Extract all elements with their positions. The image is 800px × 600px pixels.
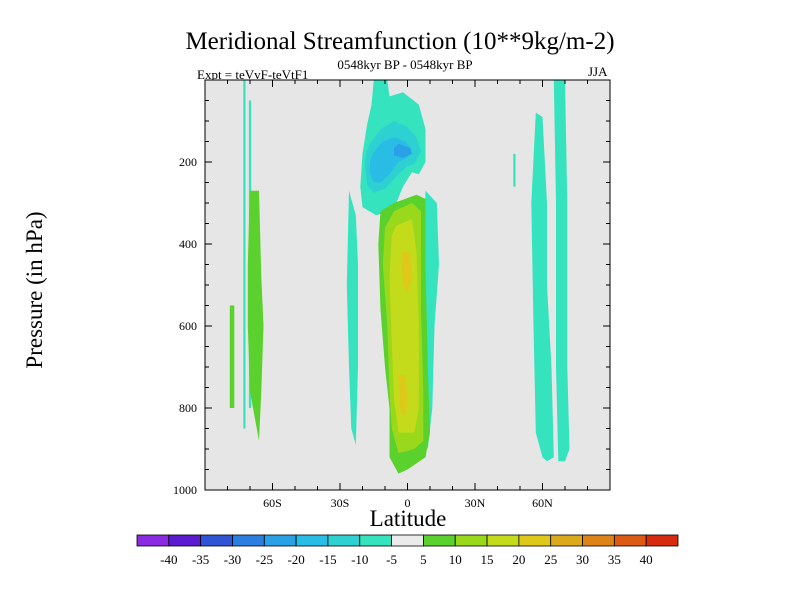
colorbar-label: -5 [386,552,397,567]
colorbar-swatch [391,534,424,547]
colorbar-label: -20 [287,552,304,567]
colorbar-swatch [232,534,265,547]
colorbar-label: -30 [224,552,241,567]
colorbar-label: -35 [192,552,209,567]
colorbar-swatch [295,534,329,547]
colorbar-label: 5 [420,552,427,567]
colorbar: -40 -35 -30 -25 -20 -15 -10 -5 5 10 15 20 25 30 35 40 [136,534,679,567]
x-axis-label: Latitude [369,506,447,531]
colorbar-swatch [200,534,233,547]
x-tick-label: 30S [331,496,350,510]
colorbar-swatch [486,534,520,547]
contour-region-negative-1 [243,80,246,429]
colorbar-swatch [582,534,615,547]
colorbar-swatch [359,534,392,547]
experiment-label: Expt = teVvF-teVtF1 [197,67,309,82]
colorbar-swatch [645,534,679,547]
colorbar-label: -15 [319,552,336,567]
y-tick-label: 800 [179,401,197,415]
colorbar-label: 35 [608,552,621,567]
contour-region-negative-8 [394,143,412,158]
x-tick-label: 0 [405,496,411,510]
contour-region-positive-3 [247,190,264,441]
contour-region-positive-13 [400,252,412,294]
colorbar-swatch [168,534,202,547]
colorbar-label: 40 [640,552,653,567]
colorbar-label: 30 [576,552,589,567]
contour-layer [229,80,570,474]
colorbar-swatch [263,534,297,547]
contour-region-positive-0 [229,305,235,408]
colorbar-swatch [327,534,361,547]
x-tick-label: 60S [263,496,282,510]
colorbar-label: -10 [351,552,368,567]
colorbar-swatch [518,534,552,547]
chart-title: Meridional Streamfunction (10**9kg/m-2) [185,28,615,55]
y-tick-label: 200 [179,155,197,169]
chart-subtitle: 0548kyr BP - 0548kyr BP [337,57,473,72]
colorbar-swatch [454,534,488,547]
contour-region-negative-15 [513,153,516,187]
colorbar-swatch [423,534,456,547]
contour-region-negative-4 [346,190,358,445]
colorbar-label: 25 [544,552,557,567]
colorbar-swatch [613,534,647,547]
colorbar-label: 10 [449,552,462,567]
axis-ticks: 60S 30S 0 30N 60N 200 400 600 800 1000 [173,80,610,510]
contour-region-positive-14 [398,375,408,417]
x-tick-label: 30N [465,496,486,510]
colorbar-label: -25 [256,552,273,567]
y-tick-label: 600 [179,319,197,333]
x-tick-label: 60N [532,496,553,510]
colorbar-label: 20 [512,552,525,567]
y-tick-label: 400 [179,237,197,251]
contour-region-negative-17 [553,80,570,462]
contour-region-negative-16 [531,112,554,462]
colorbar-label: -40 [160,552,177,567]
colorbar-swatch [550,534,583,547]
colorbar-label: 15 [481,552,494,567]
season-label: JJA [588,64,608,79]
colorbar-swatch [136,534,170,547]
y-tick-label: 1000 [173,483,197,497]
